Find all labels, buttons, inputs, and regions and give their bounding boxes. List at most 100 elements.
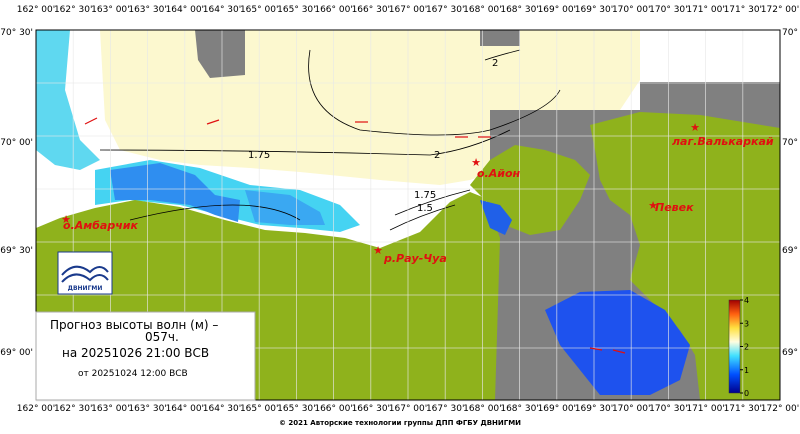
colorbar [728,299,741,394]
contour-label: 1.75 [248,150,270,161]
footer: © 2021 Авторские технологии группы ДПП Ф… [279,419,521,427]
arrow [206,119,220,125]
arrow [84,117,98,125]
lon-label-top: 171° 00' [686,5,724,15]
lon-label-bottom: 172° 00' [761,404,799,414]
contour-label: 1.5 [417,203,433,214]
lon-label-top: 164° 30' [203,5,241,15]
lon-label-bottom: 163° 30' [128,404,166,414]
lat-label-left: 69° 00' [0,348,33,358]
lon-label-bottom: 164° 30' [203,404,241,414]
lat-label-left: 69° 30' [0,246,33,256]
lon-label-bottom: 168° 00' [463,404,501,414]
lon-label-bottom: 169° 30' [575,404,613,414]
lat-label-left: 70° 00' [0,138,33,148]
logo-text: ДВНИГМИ [68,285,103,292]
lon-label-top: 168° 00' [463,5,501,15]
lat-label-right: 70° 3 [782,28,800,38]
lat-label-right: 69° 0 [782,348,800,358]
legend-valid: на 20251026 21:00 ВСВ [62,346,209,360]
lon-label-bottom: 162° 30' [54,404,92,414]
lon-label-bottom: 170° 30' [649,404,687,414]
lon-label-top: 170° 00' [612,5,650,15]
place-label: р.Рау-Чуа [383,252,447,265]
lon-label-top: 171° 30' [724,5,762,15]
lon-label-top: 163° 30' [128,5,166,15]
contour-label: 1.75 [414,190,436,201]
lon-label-top: 170° 30' [649,5,687,15]
blue-zone [480,200,512,235]
wave-arrows [84,117,626,354]
lon-label-bottom: 165° 00' [240,404,278,414]
place-label: лаг.Валькаркай [672,135,774,148]
contour [394,189,471,216]
lon-label-bottom: 164° 00' [166,404,204,414]
blue-zone [545,290,690,395]
lon-label-bottom: 169° 00' [538,404,576,414]
star: ★ [648,199,658,212]
lon-label-bottom: 167° 30' [426,404,464,414]
legend-box [35,311,256,401]
legend-title: Прогноз высоты волн (м) – [50,318,218,332]
arrow [589,347,603,351]
lon-label-top: 167° 30' [426,5,464,15]
logo-box [57,251,113,295]
lat-label-right: 70° 0 [782,138,800,148]
colorbar-label: 3 [744,319,749,328]
legend-issued: от 20251024 12:00 ВСВ [78,369,188,379]
lon-label-bottom: 163° 00' [91,404,129,414]
lon-label-bottom: 167° 00' [389,404,427,414]
lon-label-top: 162° 00' [17,5,55,15]
contour [129,204,301,221]
lat-label-left: 70° 30' [0,28,33,38]
gray-zone [480,30,520,46]
contour [99,129,511,156]
lon-label-top: 167° 00' [389,5,427,15]
gray-zone [640,82,780,110]
star: ★ [373,244,383,257]
lon-label-top: 169° 00' [538,5,576,15]
place-label: о.Амбарчик [63,219,138,232]
lon-label-top: 166° 30' [352,5,390,15]
contour [484,49,521,61]
colorbar-label: 2 [744,343,749,352]
blue-zone [245,190,325,225]
colorbar-label: 4 [744,296,749,305]
star: ★ [61,213,71,226]
arrow [612,349,626,354]
place-label: Певек [655,201,694,214]
place-label: о.Айон [477,167,521,180]
colorbar-label: 1 [744,366,749,375]
lon-label-bottom: 166° 30' [352,404,390,414]
star: ★ [471,156,481,169]
lon-label-top: 164° 00' [166,5,204,15]
lon-label-top: 165° 30' [277,5,315,15]
lon-label-top: 172° 00' [761,5,799,15]
cyan-zone [36,30,100,170]
contour-label: 2 [434,150,440,161]
lon-label-top: 166° 00' [314,5,352,15]
lon-label-top: 165° 00' [240,5,278,15]
lon-label-bottom: 168° 30' [500,404,538,414]
logo-waves [61,265,109,283]
lon-label-top: 162° 30' [54,5,92,15]
lon-label-top: 168° 30' [500,5,538,15]
lon-label-bottom: 166° 00' [314,404,352,414]
contour-label: 2 [492,58,498,69]
colorbar-label: 0 [744,389,749,398]
contour [389,204,456,231]
lon-label-bottom: 165° 30' [277,404,315,414]
lon-label-bottom: 170° 00' [612,404,650,414]
lon-label-bottom: 171° 30' [724,404,762,414]
map-frame [35,29,781,401]
lon-label-top: 169° 30' [575,5,613,15]
contour [308,49,561,136]
blue-zone [110,163,240,222]
lon-label-top: 163° 00' [91,5,129,15]
lon-label-bottom: 171° 00' [686,404,724,414]
star: ★ [690,121,700,134]
lon-label-bottom: 162° 00' [17,404,55,414]
gray-zone [195,30,245,78]
legend-title: 057ч. [145,330,179,344]
